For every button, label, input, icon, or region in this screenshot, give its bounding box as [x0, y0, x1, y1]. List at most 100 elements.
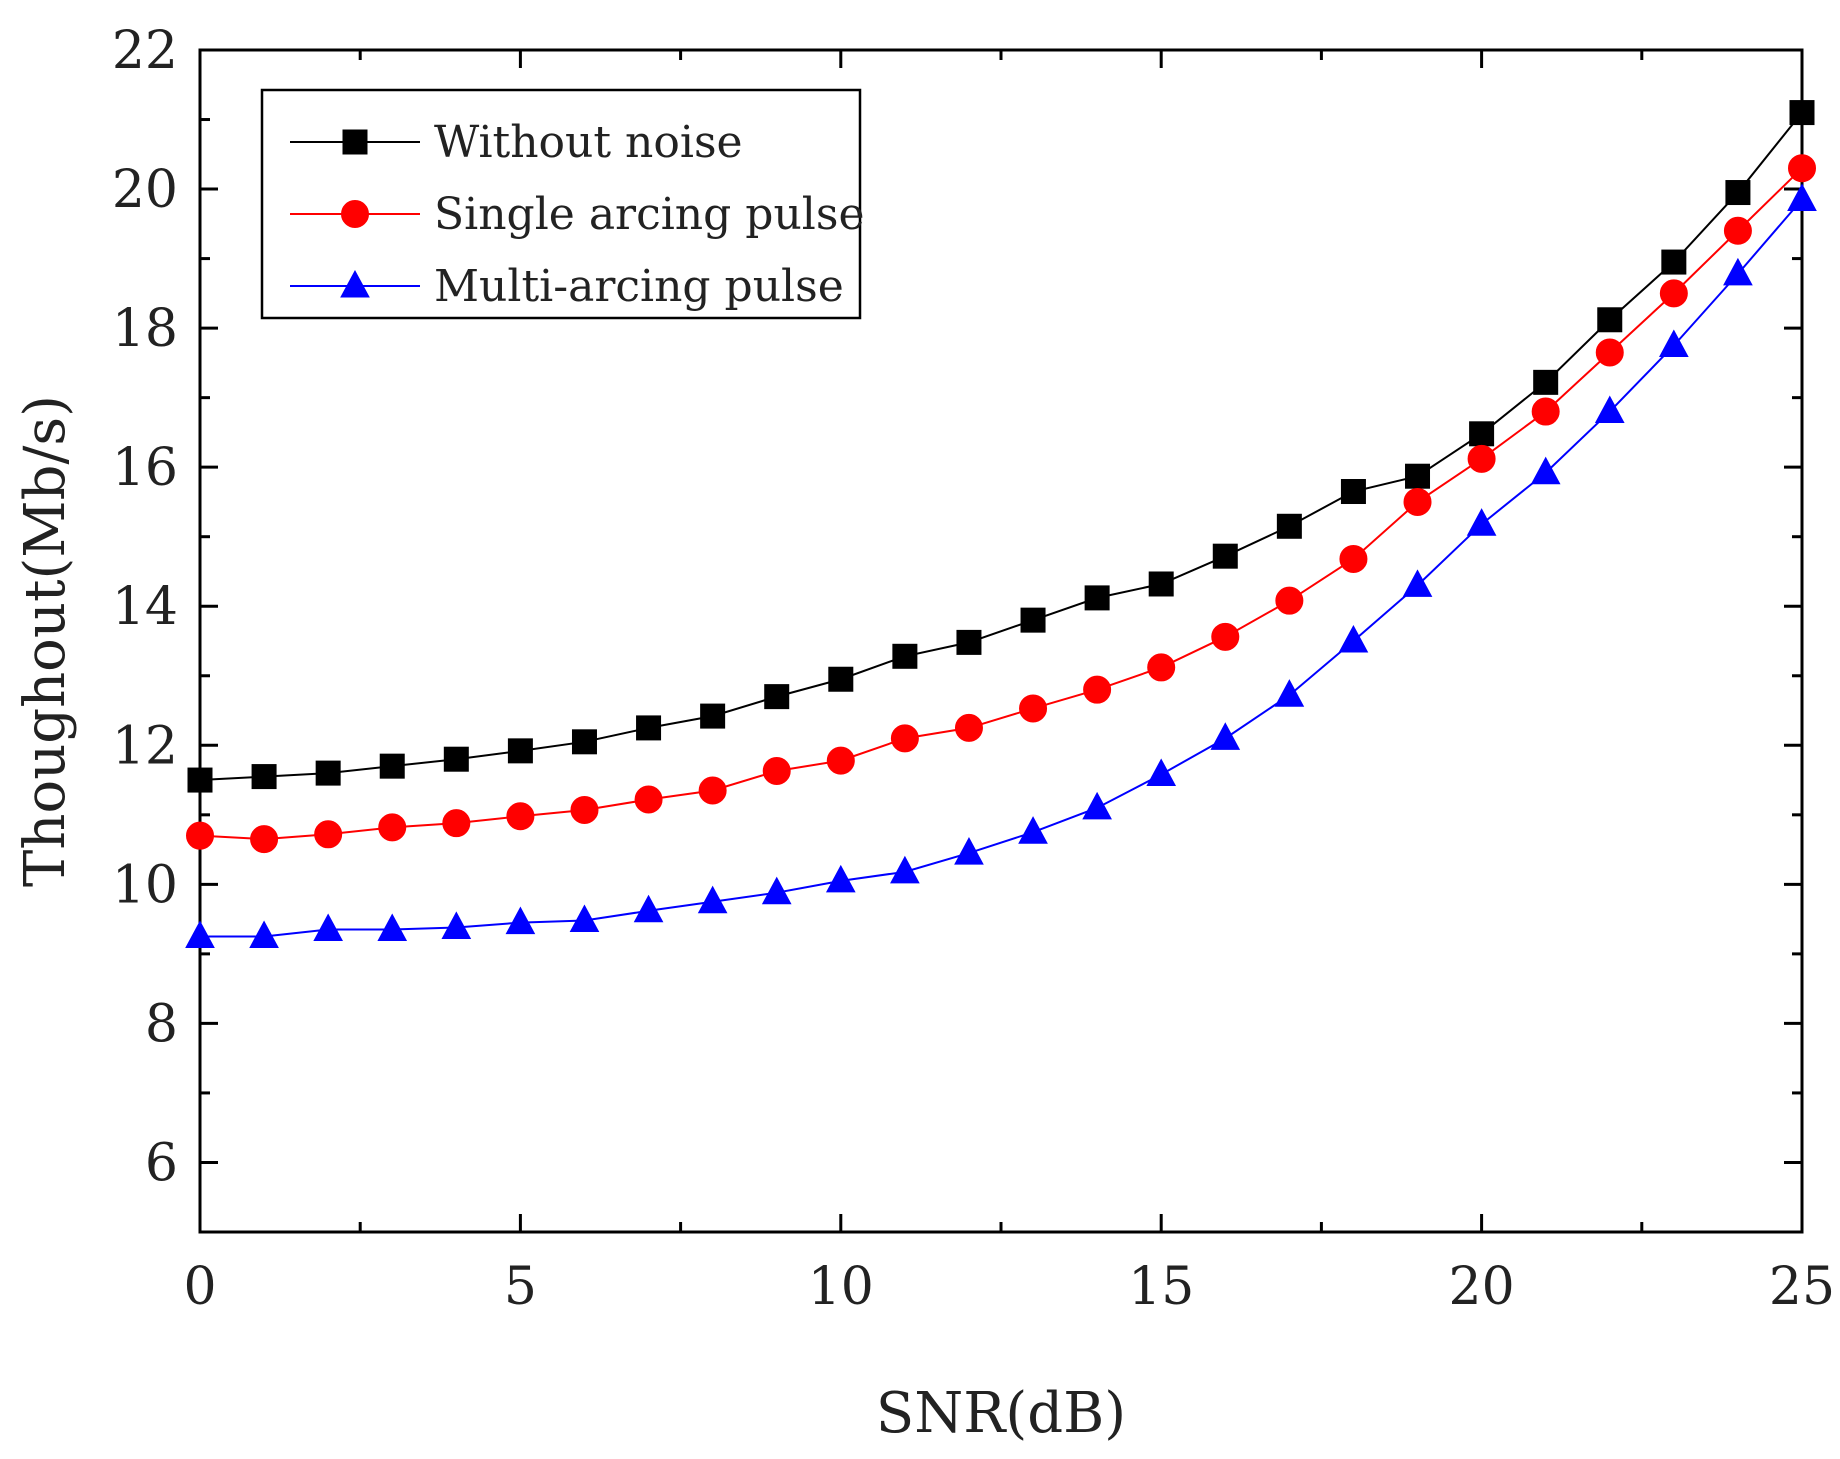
data-point	[570, 795, 599, 824]
x-tick-label: 5	[504, 1257, 537, 1317]
data-point	[1659, 279, 1688, 308]
data-point	[1787, 183, 1817, 211]
data-point	[825, 864, 856, 893]
data-point	[250, 825, 279, 854]
data-point	[1274, 679, 1305, 707]
data-point	[1276, 513, 1302, 539]
data-point	[1082, 791, 1112, 820]
data-point	[633, 894, 664, 923]
legend-label: Without noise	[434, 117, 743, 168]
data-point	[1788, 154, 1816, 183]
data-point	[379, 753, 405, 779]
data-point	[441, 911, 472, 939]
y-tick-label: 10	[112, 855, 178, 915]
data-point	[185, 920, 215, 948]
legend-label: Single arcing pulse	[434, 189, 864, 240]
data-point	[890, 724, 919, 753]
legend-marker	[340, 269, 370, 298]
data-point	[1789, 100, 1815, 126]
data-point	[761, 876, 792, 905]
y-tick-label: 8	[145, 994, 178, 1054]
data-point	[892, 643, 918, 669]
data-point	[443, 746, 469, 772]
legend-label: Multi-arcing pulse	[434, 261, 844, 312]
data-point	[1594, 395, 1625, 424]
y-tick-label: 6	[145, 1133, 178, 1193]
data-point	[634, 785, 663, 814]
x-axis-title: SNR(dB)	[876, 1381, 1126, 1446]
y-axis-title: Thoughout(Mb/s)	[13, 395, 78, 887]
data-point	[1597, 307, 1623, 333]
data-point	[1210, 722, 1241, 750]
x-tick-label: 0	[183, 1257, 216, 1317]
data-point	[764, 684, 790, 710]
legend-marker	[341, 200, 369, 228]
data-point	[1466, 508, 1497, 536]
y-tick-label: 14	[112, 577, 178, 637]
data-point	[1661, 249, 1687, 275]
data-point	[1405, 463, 1431, 489]
data-point	[506, 802, 535, 831]
legend-marker	[342, 129, 368, 155]
data-point	[1146, 758, 1177, 786]
data-point	[954, 713, 983, 742]
x-tick-label: 15	[1128, 1257, 1194, 1317]
data-point	[1469, 421, 1495, 447]
data-point	[1211, 622, 1240, 651]
x-tick-label: 10	[808, 1257, 874, 1317]
data-point	[1084, 585, 1110, 611]
data-point	[1275, 586, 1304, 615]
legend: Without noise Single arcing pulse Multi-ar…	[260, 88, 864, 320]
data-point	[700, 703, 726, 729]
data-point	[828, 666, 854, 692]
data-point	[505, 906, 536, 935]
data-point	[251, 764, 277, 790]
data-point	[313, 913, 343, 942]
data-point	[507, 738, 533, 764]
data-point	[377, 913, 408, 942]
data-point	[571, 729, 597, 755]
data-point	[956, 629, 982, 655]
data-point	[1083, 675, 1112, 704]
data-point	[1467, 444, 1496, 473]
series-markers	[185, 100, 1817, 948]
y-tick-label: 12	[112, 716, 178, 776]
data-point	[1533, 369, 1559, 395]
data-point	[697, 885, 728, 914]
tick-labels: 0 5 10 15 20 25 6 8 10 12 14 16 18 20 22	[112, 21, 1835, 1317]
x-tick-label: 25	[1769, 1257, 1835, 1317]
data-point	[1019, 694, 1048, 723]
data-point	[1723, 257, 1753, 286]
data-point	[1340, 479, 1366, 505]
data-point	[315, 760, 341, 786]
data-point	[1595, 338, 1624, 367]
data-point	[1212, 543, 1238, 569]
data-point	[1148, 571, 1174, 597]
data-point	[1402, 569, 1433, 597]
data-point	[1723, 216, 1752, 245]
y-tick-label: 18	[112, 299, 178, 359]
data-point	[890, 855, 920, 884]
data-point	[1147, 653, 1176, 682]
data-point	[1020, 607, 1046, 633]
data-point	[1018, 816, 1048, 844]
data-point	[1725, 180, 1751, 206]
data-point	[314, 820, 343, 849]
data-point	[378, 813, 407, 842]
data-point	[187, 767, 213, 793]
data-point	[249, 920, 279, 948]
data-point	[1339, 544, 1368, 573]
data-point	[1403, 487, 1432, 516]
data-point	[636, 715, 662, 741]
y-tick-label: 22	[112, 21, 178, 81]
data-point	[1338, 624, 1369, 653]
y-tick-label: 16	[112, 438, 178, 498]
data-point	[1531, 397, 1560, 426]
data-point	[762, 757, 791, 786]
data-point	[442, 809, 471, 838]
axis-ticks	[198, 48, 1804, 1234]
data-point	[569, 904, 600, 933]
data-point	[826, 746, 855, 775]
data-point	[1530, 456, 1561, 485]
data-point	[954, 837, 984, 865]
